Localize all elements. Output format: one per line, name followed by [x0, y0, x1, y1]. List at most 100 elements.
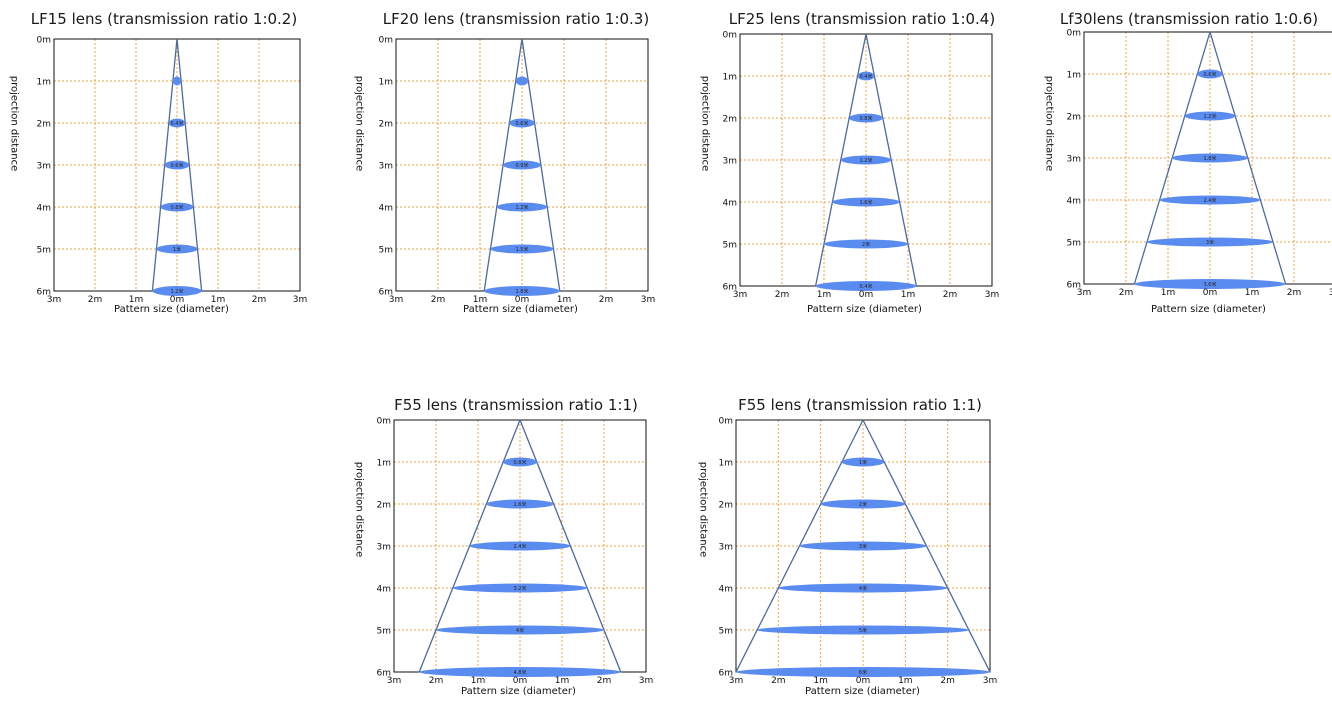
- x-tick-label: 0m: [515, 295, 530, 305]
- pattern-ellipse: [1172, 153, 1248, 163]
- pattern-ellipse: [436, 625, 604, 635]
- pattern-ellipse: [172, 76, 182, 86]
- y-tick-label: 3m: [379, 162, 394, 172]
- x-tick-label: 0m: [170, 295, 185, 305]
- data-label: 1.8米: [516, 288, 529, 295]
- y-tick-label: 5m: [719, 627, 734, 637]
- x-tick-label: 3m: [729, 676, 744, 686]
- chart-panel: LF25 lens (transmission ratio 1:0.4) 0.4…: [699, 6, 1022, 326]
- pattern-ellipse: [778, 583, 948, 593]
- pattern-ellipse: [832, 197, 900, 207]
- pattern-ellipse: [156, 244, 198, 254]
- data-label: 0.4米: [860, 283, 873, 290]
- y-tick-label: 1m: [1067, 71, 1082, 81]
- data-label: 2米: [859, 501, 867, 508]
- y-tick-label: 5m: [377, 627, 392, 637]
- pattern-ellipse: [857, 71, 875, 81]
- data-label: 0.4米: [860, 73, 873, 80]
- x-tick-label: 2m: [431, 295, 446, 305]
- data-label: 1.2米: [860, 157, 873, 164]
- y-tick-label: 0m: [723, 31, 738, 41]
- x-axis-label: Pattern size (diameter): [114, 304, 229, 315]
- data-label: 0.6米: [1204, 71, 1217, 78]
- pattern-ellipse: [824, 239, 908, 249]
- y-tick-label: 5m: [379, 246, 394, 256]
- y-tick-label: 3m: [1067, 155, 1082, 165]
- x-tick-label: 1m: [557, 295, 572, 305]
- chart-title: LF15 lens (transmission ratio 1:0.2): [30, 10, 298, 28]
- y-tick-label: 0m: [1067, 29, 1082, 39]
- y-tick-label: 2m: [723, 115, 738, 125]
- data-label: 0.8米: [860, 115, 873, 122]
- y-tick-label: 6m: [377, 669, 392, 679]
- x-tick-label: 1m: [813, 676, 828, 686]
- data-label: 1米: [859, 459, 867, 466]
- data-label: 3.2米: [514, 585, 527, 592]
- y-tick-label: 6m: [379, 288, 394, 298]
- data-label: 1.5米: [516, 246, 529, 253]
- data-label: 4.8米: [514, 669, 527, 676]
- y-tick-label: 2m: [1067, 113, 1082, 123]
- pattern-ellipse: [799, 541, 927, 551]
- pattern-ellipse: [452, 583, 588, 593]
- data-label: 0.4米: [171, 120, 184, 127]
- y-tick-label: 4m: [719, 585, 734, 595]
- chart-svg: 0.6米 0.9米 1.2米 1.5米 1.8米 3m 2m 1m 0m 1m 2m 3m 0m 1m 2m…: [379, 36, 656, 306]
- pattern-ellipse: [419, 667, 621, 677]
- x-tick-label: 1m: [1245, 288, 1260, 298]
- data-label: 0.6米: [171, 162, 184, 169]
- y-tick-label: 6m: [719, 669, 734, 679]
- x-tick-label: 3m: [293, 295, 308, 305]
- chart-svg: 0.8米 1.6米 2.4米 3.2米 4米 4.8米 3m 2m 1m 0m 1m 2m 3m 0m 1m…: [377, 417, 654, 687]
- pattern-ellipse: [1197, 69, 1223, 79]
- pattern-ellipse: [490, 244, 554, 254]
- x-tick-label: 1m: [817, 290, 832, 300]
- x-tick-label: 3m: [733, 290, 748, 300]
- chart-panel: F55 lens (transmission ratio 1:1) 1米 2米 3米…: [698, 392, 1020, 712]
- y-tick-label: 2m: [377, 501, 392, 511]
- pattern-ellipse: [736, 667, 990, 677]
- x-tick-label: 1m: [898, 676, 913, 686]
- chart-title: Lf30lens (transmission ratio 1:0.6): [1059, 10, 1319, 28]
- data-label: 2米: [862, 241, 870, 248]
- data-label: 3米: [1206, 239, 1214, 246]
- pattern-ellipse: [841, 457, 885, 467]
- y-tick-label: 3m: [377, 543, 392, 553]
- x-tick-label: 3m: [47, 295, 62, 305]
- y-tick-label: 6m: [1067, 281, 1082, 291]
- pattern-ellipse: [815, 281, 917, 291]
- x-tick-label: 0m: [856, 676, 871, 686]
- data-label: 6米: [859, 669, 867, 676]
- data-label: 3米: [859, 543, 867, 550]
- x-tick-label: 0m: [1203, 288, 1218, 298]
- x-tick-label: 2m: [88, 295, 103, 305]
- x-tick-label: 1m: [473, 295, 488, 305]
- y-tick-label: 1m: [37, 78, 52, 88]
- pattern-ellipse: [515, 76, 529, 86]
- y-tick-label: 4m: [377, 585, 392, 595]
- x-tick-label: 1m: [1161, 288, 1176, 298]
- y-tick-label: 3m: [719, 543, 734, 553]
- x-axis-label: Pattern size (diameter): [807, 304, 922, 315]
- pattern-ellipse: [486, 499, 554, 509]
- chart-svg: 0.4米 0.6米 0.8米 1米 1.2米 3m 2m 1m 0m 1m 2m 3m 0m 1m 2m 3m…: [37, 36, 308, 306]
- data-label: 2.4米: [514, 543, 527, 550]
- y-axis-label: projection distance: [699, 75, 711, 172]
- x-tick-label: 2m: [599, 295, 614, 305]
- pattern-ellipse: [164, 160, 190, 170]
- pattern-ellipse: [757, 625, 969, 635]
- y-tick-label: 3m: [37, 162, 52, 172]
- pattern-ellipse: [503, 160, 541, 170]
- x-axis-label: Pattern size (diameter): [461, 686, 576, 697]
- x-tick-label: 1m: [901, 290, 916, 300]
- y-tick-label: 2m: [379, 120, 394, 130]
- pattern-ellipse: [496, 202, 548, 212]
- data-label: 4米: [516, 627, 524, 634]
- x-tick-label: 3m: [639, 676, 654, 686]
- y-tick-label: 5m: [1067, 239, 1082, 249]
- x-tick-label: 1m: [471, 676, 486, 686]
- y-tick-label: 5m: [723, 241, 738, 251]
- pattern-ellipse: [469, 541, 571, 551]
- chart-title: F55 lens (transmission ratio 1:1): [394, 396, 638, 414]
- pattern-ellipse: [168, 118, 186, 128]
